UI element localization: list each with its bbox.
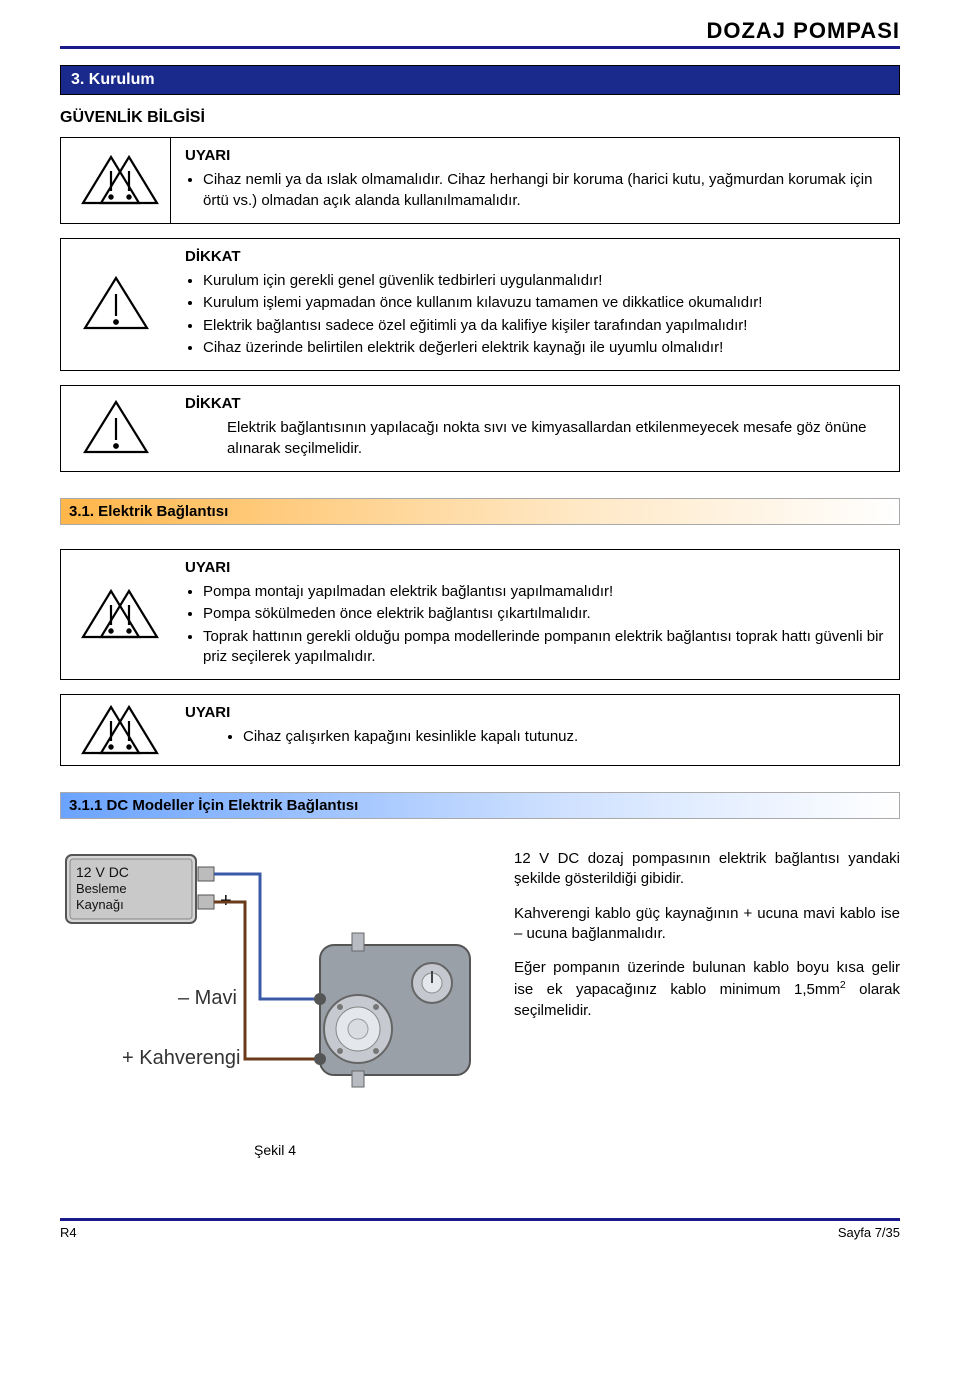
caution-list: Elektrik bağlantısının yapılacağı nokta … xyxy=(185,418,885,459)
warning-label: UYARI xyxy=(185,558,885,578)
product-name: DOZAJ POMPASI xyxy=(706,18,900,43)
minus-wire-label: – Mavi xyxy=(178,987,237,1009)
caution-label: DİKKAT xyxy=(185,247,885,267)
section-heading: 3. Kurulum xyxy=(60,65,900,95)
wiring-diagram: 12 V DC Besleme Kaynağı – + – Mavi + Kah… xyxy=(60,849,490,1158)
dc-para-3: Eğer pompanın üzerinde bulunan kablo boy… xyxy=(514,958,900,1021)
supply-line2: Besleme xyxy=(76,881,127,896)
warning-icon-double xyxy=(61,550,171,679)
warning-item: Cihaz çalışırken kapağını kesinlikle kap… xyxy=(243,727,885,747)
dc-description: 12 V DC dozaj pompasının elektrik bağlan… xyxy=(514,849,900,1035)
svg-text:–: – xyxy=(220,859,233,884)
warning-box-3: UYARI Cihaz çalışırken kapağını kesinlik… xyxy=(60,694,900,766)
page-footer: R4 Sayfa 7/35 xyxy=(60,1218,900,1240)
caution-item: Cihaz üzerinde belirtilen elektrik değer… xyxy=(203,338,885,358)
warning-label: UYARI xyxy=(185,703,885,723)
warning-icon-double xyxy=(61,695,171,765)
warning-label: UYARI xyxy=(185,146,885,166)
dc-para-2: Kahverengi kablo güç kaynağının + ucuna … xyxy=(514,904,900,945)
footer-left: R4 xyxy=(60,1225,77,1240)
subsection-3-1: 3.1. Elektrik Bağlantısı xyxy=(60,498,900,525)
warning-item: Pompa montajı yapılmadan elektrik bağlan… xyxy=(203,582,885,602)
dc-connection-block: 12 V DC Besleme Kaynağı – + – Mavi + Kah… xyxy=(60,849,900,1158)
caution-text: Elektrik bağlantısının yapılacağı nokta … xyxy=(227,418,885,459)
warning-box-2: UYARI Pompa montajı yapılmadan elektrik … xyxy=(60,549,900,680)
warning-item: Toprak hattının gerekli olduğu pompa mod… xyxy=(203,627,885,668)
caution-item: Elektrik bağlantısı sadece özel eğitimli… xyxy=(203,316,885,336)
warning-icon-double xyxy=(61,138,171,223)
caution-list: Kurulum için gerekli genel güvenlik tedb… xyxy=(185,271,885,358)
caution-label: DİKKAT xyxy=(185,394,885,414)
warning-list: Pompa montajı yapılmadan elektrik bağlan… xyxy=(185,582,885,667)
supply-line3: Kaynağı xyxy=(76,897,124,912)
supply-line1: 12 V DC xyxy=(76,864,129,880)
figure-caption: Şekil 4 xyxy=(60,1142,490,1158)
warning-item: Cihaz nemli ya da ıslak olmamalıdır. Cih… xyxy=(203,170,885,211)
caution-icon xyxy=(61,386,171,471)
warning-list: Cihaz nemli ya da ıslak olmamalıdır. Cih… xyxy=(185,170,885,211)
caution-box-2: DİKKAT Elektrik bağlantısının yapılacağı… xyxy=(60,385,900,472)
caution-item: Kurulum işlemi yapmadan önce kullanım kı… xyxy=(203,293,885,313)
page-title: DOZAJ POMPASI xyxy=(60,18,900,49)
safety-heading: GÜVENLİK BİLGİSİ xyxy=(60,109,900,127)
section-3-title: 3. Kurulum xyxy=(71,71,155,88)
warning-list: Cihaz çalışırken kapağını kesinlikle kap… xyxy=(185,727,885,747)
warning-item: Pompa sökülmeden önce elektrik bağlantıs… xyxy=(203,604,885,624)
caution-item: Kurulum için gerekli genel güvenlik tedb… xyxy=(203,271,885,291)
warning-box-1: UYARI Cihaz nemli ya da ıslak olmamalıdı… xyxy=(60,137,900,224)
dc-para-1: 12 V DC dozaj pompasının elektrik bağlan… xyxy=(514,849,900,890)
subsection-3-1-1: 3.1.1 DC Modeller İçin Elektrik Bağlantı… xyxy=(60,792,900,819)
caution-icon xyxy=(61,239,171,370)
footer-right: Sayfa 7/35 xyxy=(838,1225,900,1240)
caution-box-1: DİKKAT Kurulum için gerekli genel güvenl… xyxy=(60,238,900,371)
plus-wire-label: + Kahverengi xyxy=(122,1047,240,1069)
